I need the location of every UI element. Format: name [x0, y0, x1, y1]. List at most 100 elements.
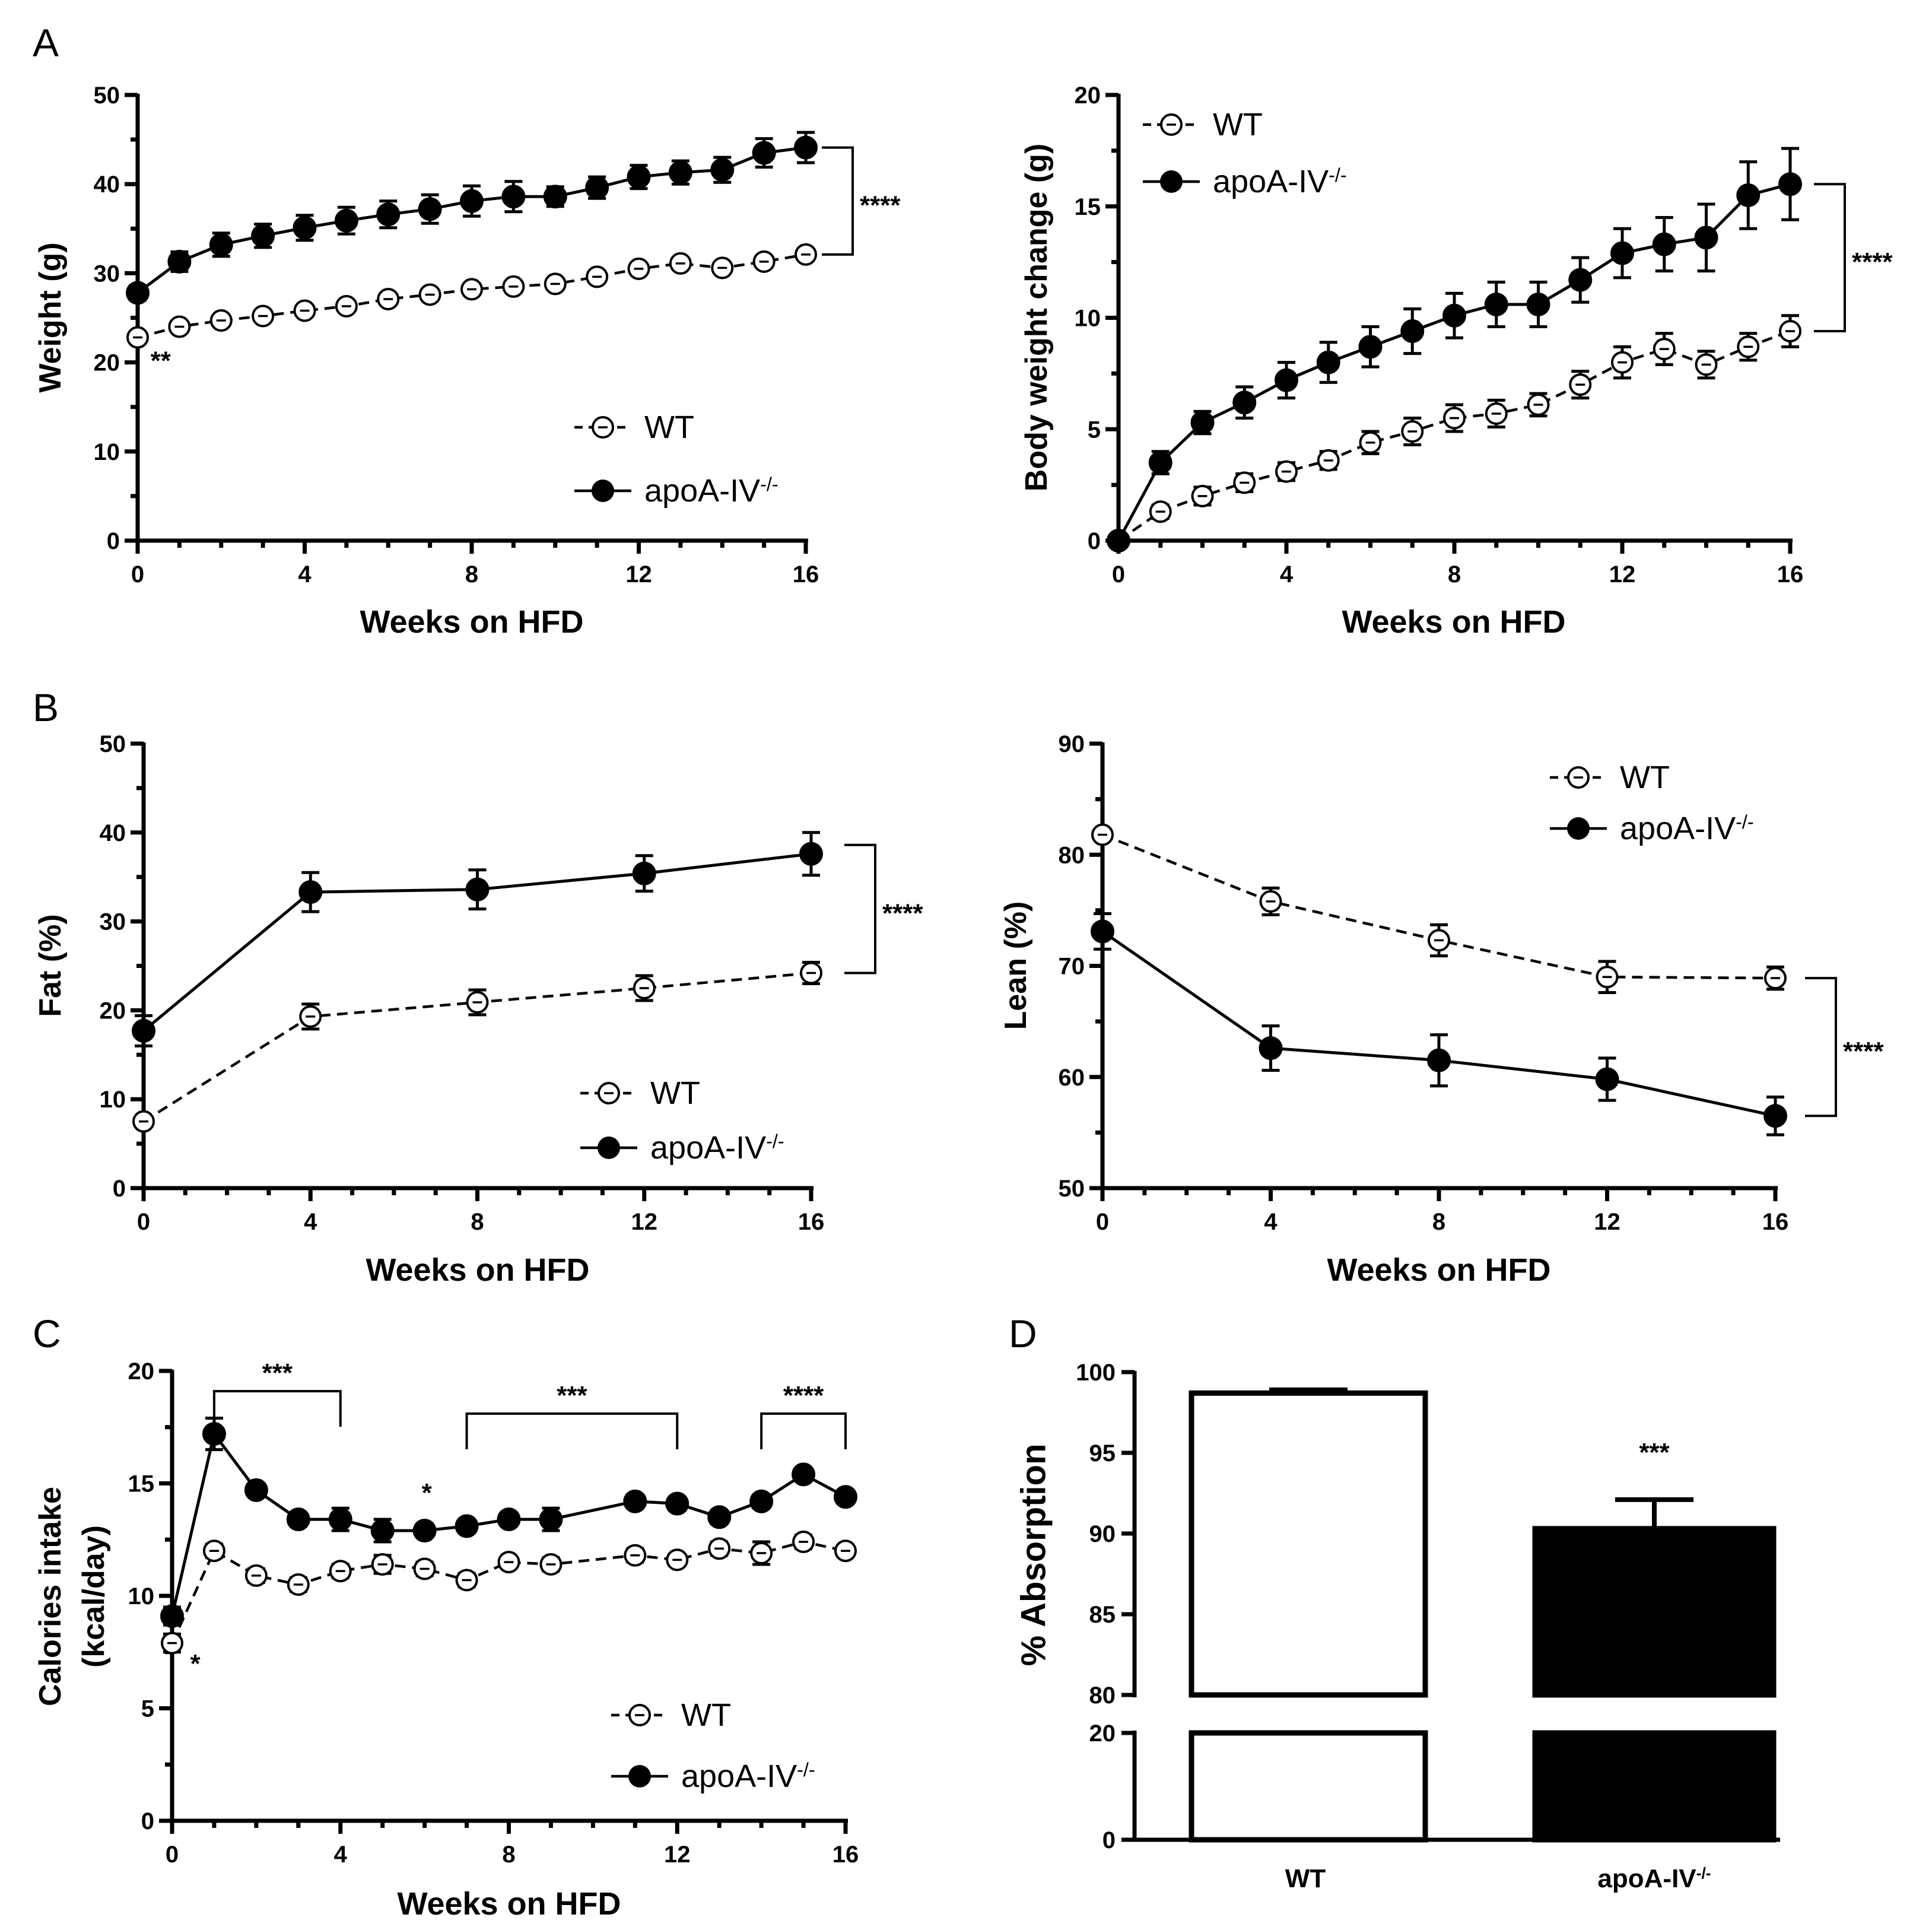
x-tick-label: 4 — [334, 1842, 348, 1868]
legend-item: WT — [1550, 760, 1670, 795]
x-axis-title: Weeks on HFD — [1327, 1252, 1550, 1288]
x-axis-title: Weeks on HFD — [397, 1886, 621, 1922]
data-point — [585, 176, 609, 200]
bar-segment-lower — [1189, 1730, 1428, 1843]
significance-bracket — [844, 843, 876, 974]
legend: WT apoA-IV-/- — [1143, 107, 1347, 199]
data-point — [376, 202, 401, 227]
y-tick-label: 15 — [1075, 194, 1101, 220]
y-tick-label: 85 — [1089, 1602, 1116, 1628]
x-category-label: WT — [1285, 1864, 1326, 1893]
chart-b2: 50 60 70 80 90 0 4 8 12 16 Weeks on HFD Lean (%) WT a… — [999, 731, 1884, 1288]
data-point — [412, 1519, 437, 1543]
x-tick-label: 12 — [664, 1842, 691, 1868]
legend-marker — [592, 480, 614, 502]
chart-b1: B 0 10 20 30 40 50 0 4 8 12 16 Weeks on HFD Fat (%) WT… — [33, 685, 923, 1288]
significance-label: *** — [262, 1358, 293, 1388]
y-tick-label: 20 — [128, 1358, 155, 1385]
y-tick-label: 90 — [1059, 731, 1085, 757]
y-axis-title: Calories intake — [33, 1487, 68, 1706]
data-point — [1778, 172, 1802, 196]
significance-bracket — [212, 1390, 342, 1427]
y-tick-label: 0 — [1088, 528, 1101, 554]
data-point — [799, 842, 823, 866]
x-axis-title: Weeks on HFD — [360, 604, 583, 640]
y-axis-title: Fat (%) — [33, 914, 68, 1017]
series-apoa-iv-ko — [126, 131, 818, 305]
y-tick-label: 40 — [100, 820, 126, 846]
data-point — [794, 135, 818, 160]
series-wt — [1091, 823, 1787, 994]
legend-marker — [598, 1136, 620, 1159]
bar-wt: WT — [1184, 1387, 1432, 1893]
y-tick-label: 10 — [100, 1087, 126, 1113]
series-line — [136, 146, 806, 294]
data-point — [1568, 268, 1593, 292]
chart-a2: 0 5 10 15 20 0 4 8 12 16 Weeks on HFD Body weight c… — [1019, 82, 1893, 640]
series-wt — [132, 961, 822, 1133]
series-wt — [161, 1531, 857, 1655]
series-wt — [126, 243, 817, 349]
x-category-label: apoA-IV-/- — [1597, 1864, 1711, 1893]
bar-segment-lower — [1532, 1730, 1777, 1843]
data-point — [749, 1489, 774, 1513]
legend: WT apoA-IV-/- — [574, 409, 778, 509]
significance-bracket — [760, 1412, 847, 1450]
chart-a1: A 0 10 20 30 40 50 0 4 8 12 16 Weeks on HFD Weight (g… — [33, 21, 901, 640]
panel-label: D — [1009, 1312, 1037, 1355]
data-point — [126, 281, 150, 305]
significance-label: *** — [1639, 1438, 1670, 1467]
data-point — [1526, 292, 1550, 316]
significance-label: * — [190, 1649, 201, 1678]
x-tick-label: 8 — [1432, 1209, 1445, 1235]
panel-label: A — [33, 21, 59, 65]
data-point — [455, 1514, 479, 1538]
x-tick-label: 0 — [1096, 1209, 1109, 1235]
legend-marker — [1567, 817, 1590, 840]
series-line — [170, 1540, 846, 1644]
data-point — [293, 215, 317, 240]
y-tick-label: 70 — [1059, 954, 1085, 980]
data-point — [298, 880, 323, 904]
legend-item: apoA-IV-/- — [611, 1758, 815, 1794]
significance-label: ** — [151, 347, 171, 376]
legend-item: WT — [580, 1075, 700, 1111]
x-tick-label: 8 — [1448, 561, 1461, 588]
significance-label: *** — [557, 1381, 587, 1410]
data-point — [792, 1462, 816, 1487]
legend-label: WT — [681, 1697, 731, 1733]
data-point — [209, 233, 233, 257]
y-tick-label: 95 — [1089, 1440, 1116, 1466]
data-point — [465, 877, 490, 901]
chart-c: C 0 5 10 15 20 0 4 8 12 16 Weeks on HFD Calories int… — [33, 1312, 859, 1922]
data-point — [497, 1507, 521, 1532]
series-wt — [1107, 314, 1801, 552]
legend-label: apoA-IV-/- — [650, 1130, 784, 1166]
axis-break-gap — [1528, 1698, 1781, 1730]
data-point — [1259, 1036, 1283, 1061]
y-tick-label: 5 — [1088, 417, 1101, 443]
data-point — [1400, 319, 1425, 344]
y-tick-label: 30 — [94, 261, 120, 287]
y-tick-label: 50 — [100, 731, 126, 757]
data-point — [543, 185, 567, 209]
legend-label: WT — [1213, 107, 1263, 142]
y-tick-label: 5 — [141, 1696, 154, 1722]
significance-label: **** — [1852, 247, 1893, 277]
series-line — [137, 253, 806, 339]
legend-item: WT — [611, 1697, 731, 1733]
y-axis-title: Weight (g) — [33, 242, 68, 392]
y-tick-label: 30 — [100, 909, 126, 935]
y-tick-label: 20 — [1075, 82, 1101, 109]
data-point — [1610, 241, 1634, 265]
data-point — [1316, 350, 1340, 374]
x-tick-label: 8 — [502, 1842, 515, 1868]
data-point — [460, 189, 484, 213]
data-point — [167, 249, 192, 274]
data-point — [334, 208, 358, 233]
y-axis-title: % Absorption — [1015, 1444, 1053, 1666]
legend-item: apoA-IV-/- — [1143, 164, 1347, 199]
y-tick-label: 0 — [113, 1176, 126, 1202]
legend-label: WT — [644, 409, 694, 445]
